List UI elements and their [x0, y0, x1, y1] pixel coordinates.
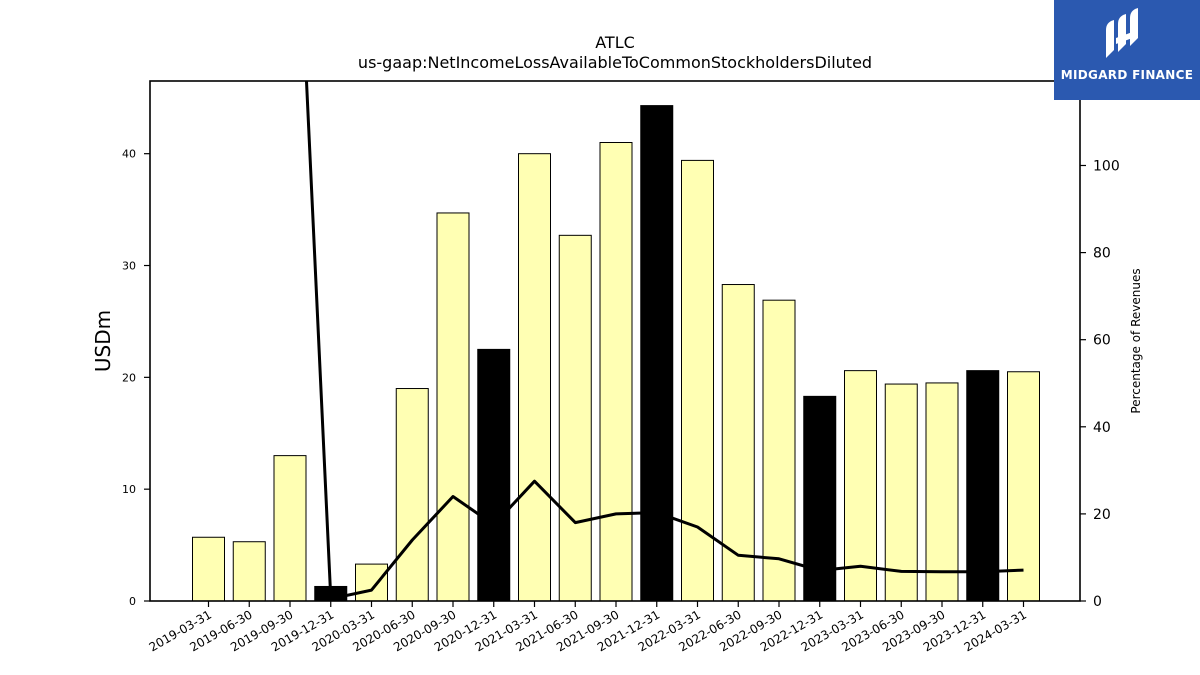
brand-logo: MIDGARD FINANCE — [1054, 0, 1200, 100]
line-layer — [304, 81, 1024, 601]
y-tick-label: 0 — [129, 595, 136, 608]
bar — [477, 348, 511, 602]
bar — [558, 234, 592, 602]
right-axis: 0 20 40 60 80 100 — [1080, 158, 1120, 610]
bar — [884, 383, 918, 602]
y-tick-label: 30 — [122, 260, 136, 273]
bar — [640, 105, 674, 602]
y-right-tick-label: 60 — [1093, 333, 1111, 349]
y-right-tick-label: 80 — [1093, 246, 1111, 262]
left-axis: 0 10 20 30 40 — [122, 148, 150, 608]
y-tick-label: 40 — [122, 148, 136, 161]
bar-group — [192, 105, 1040, 602]
y-tick-label: 20 — [122, 371, 136, 384]
bar — [762, 299, 796, 602]
y-right-tick-label: 20 — [1093, 507, 1111, 523]
bar — [355, 563, 388, 602]
y-tick-label: 10 — [122, 483, 136, 496]
bar — [232, 541, 266, 602]
bar — [925, 382, 959, 602]
x-axis: 2019-03-312019-06-302019-09-302019-12-31… — [147, 601, 1029, 654]
bar — [395, 388, 429, 602]
y-axis-label: USDm — [91, 310, 115, 372]
y-axis-right-label: Percentage of Revenues — [1129, 268, 1143, 413]
chart-subtitle: us-gaap:NetIncomeLossAvailableToCommonSt… — [358, 53, 872, 72]
bar — [1007, 371, 1040, 602]
chart-title: ATLC — [595, 33, 635, 52]
midgard-logo-icon — [1106, 8, 1138, 58]
y-right-tick-label: 40 — [1093, 420, 1111, 436]
bar — [436, 212, 470, 602]
bar — [966, 370, 1000, 602]
y-right-tick-label: 100 — [1093, 158, 1120, 174]
line-series — [304, 81, 1024, 601]
bar — [273, 455, 307, 602]
bar — [518, 153, 551, 602]
y-right-tick-label: 0 — [1093, 594, 1102, 610]
brand-name: MIDGARD FINANCE — [1060, 68, 1194, 82]
plot-frame — [149, 80, 1081, 602]
bar — [844, 370, 877, 602]
bar — [599, 142, 633, 602]
bar — [192, 536, 225, 602]
